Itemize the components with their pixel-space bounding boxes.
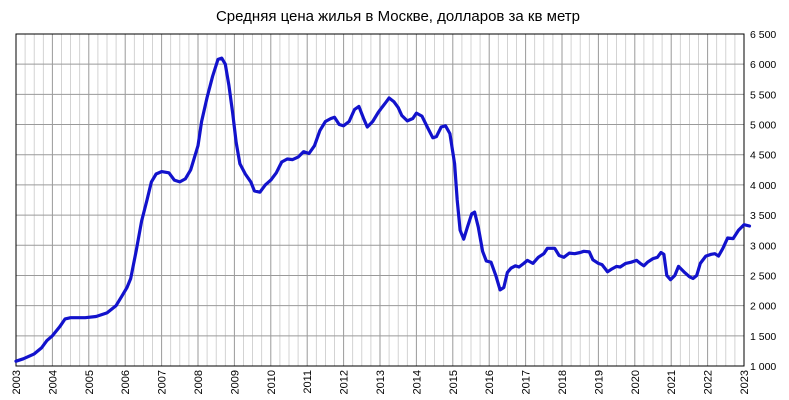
y-tick-label: 2 000 [750,301,776,313]
x-tick-labels: 2003 2004 2005 2006 2007 2008 2009 2010 2011 2012… [11,370,751,394]
y-tick-labels: 1 000 1 500 2 000 2 500 3 000 3 500 4 000 4 500… [750,29,776,373]
y-tick-label: 6 000 [750,59,776,71]
x-tick-label: 2014 [411,370,423,394]
y-tick-label: 5 500 [750,89,776,101]
x-tick-label: 2020 [630,370,642,394]
x-tick-label: 2005 [84,370,96,394]
x-tick-label: 2023 [739,370,751,394]
x-tick-label: 2015 [448,370,460,394]
x-tick-label: 2006 [120,370,132,394]
x-tick-label: 2004 [47,370,59,394]
x-tick-label: 2013 [375,370,387,394]
plot-frame [15,33,745,367]
y-tick-label: 2 500 [750,270,776,282]
x-tick-label: 2018 [557,370,569,394]
y-tick-label: 3 000 [750,240,776,252]
grid [15,33,745,367]
x-tick-label: 2009 [229,370,241,394]
x-tick-label: 2022 [703,370,715,394]
x-tick-label: 2011 [302,370,314,394]
line-layer [14,56,752,363]
price-series-line [14,56,752,363]
y-tick-label: 3 500 [750,210,776,222]
y-tick-label: 1 500 [750,331,776,343]
x-tick-label: 2010 [266,370,278,394]
x-tick-label: 2012 [339,370,351,394]
y-tick-label: 4 500 [750,150,776,162]
x-tick-label: 2003 [11,370,23,394]
y-tick-label: 6 500 [750,29,776,41]
y-tick-label: 4 000 [750,180,776,192]
x-tick-label: 2017 [521,370,533,394]
x-tick-label: 2008 [193,370,205,394]
x-tick-label: 2007 [157,370,169,394]
y-tick-label: 5 000 [750,120,776,132]
x-tick-label: 2019 [593,370,605,394]
chart-title: Средняя цена жилья в Москве, долларов за… [216,8,580,25]
y-tick-label: 1 000 [750,361,776,373]
x-tick-label: 2016 [484,370,496,394]
x-tick-label: 2021 [666,370,678,394]
